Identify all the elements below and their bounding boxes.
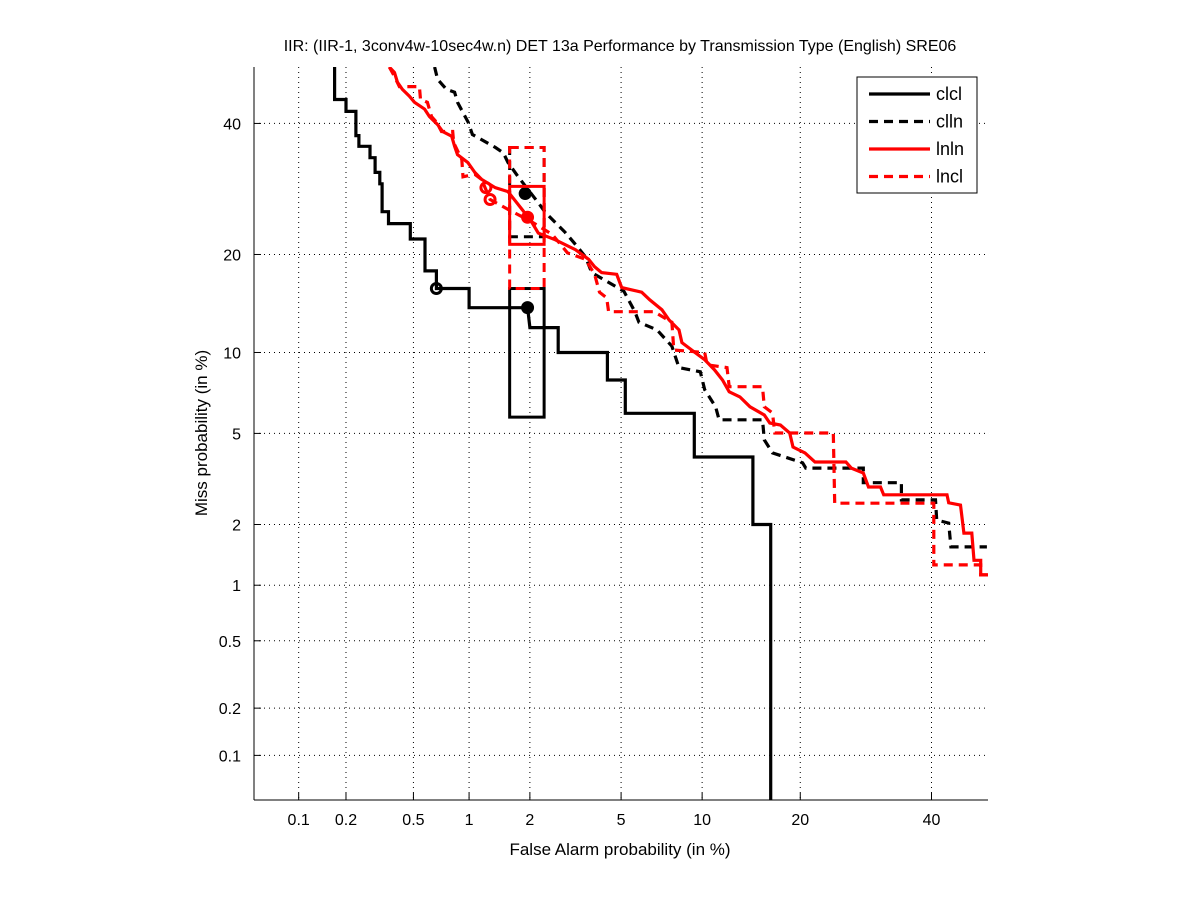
legend-label-clln: clln	[936, 112, 963, 132]
x-axis-label: False Alarm probability (in %)	[509, 840, 730, 859]
marker-clln	[518, 187, 532, 201]
series-line-lncl	[387, 67, 988, 577]
y-tick-label: 0.1	[219, 748, 241, 765]
x-tick-label: 0.1	[288, 812, 310, 829]
y-tick-label: 40	[223, 116, 241, 133]
chart-title: IIR: (IIR-1, 3conv4w-10sec4w.n) DET 13a …	[284, 38, 957, 55]
series-line-clcl	[333, 67, 773, 800]
x-tick-label: 40	[923, 812, 941, 829]
series-line-clln	[433, 67, 987, 549]
marker-lncl	[483, 192, 497, 206]
series-group	[333, 67, 988, 800]
y-tick-label: 10	[223, 345, 241, 362]
legend: clcl clln lnln lncl	[856, 76, 978, 194]
legend-label-lncl: lncl	[936, 167, 963, 187]
y-tick-label: 0.2	[219, 701, 241, 718]
x-tick-label: 0.2	[335, 812, 357, 829]
x-tick-label: 1	[465, 812, 474, 829]
y-tick-label: 0.5	[219, 634, 241, 651]
y-tick-label: 2	[232, 517, 241, 534]
marker-clcl	[429, 282, 443, 296]
x-tick-label: 20	[791, 812, 809, 829]
x-tick-label: 0.5	[402, 812, 424, 829]
marker-clcl	[521, 301, 535, 315]
y-tick-label: 20	[223, 247, 241, 264]
confidence-box-lnln	[508, 184, 546, 246]
confidence-box-clcl	[508, 287, 546, 419]
legend-box	[856, 76, 978, 194]
legend-label-lnln: lnln	[936, 139, 964, 159]
series-line-lnln	[388, 67, 988, 577]
confidence-box-lncl	[508, 145, 546, 291]
y-tick-label: 1	[232, 578, 241, 595]
y-tick-label: 5	[232, 426, 241, 443]
grid	[254, 67, 988, 800]
y-axis-label: Miss probability (in %)	[192, 350, 211, 516]
x-tick-label: 2	[525, 812, 534, 829]
plot-area	[333, 67, 988, 800]
legend-label-clcl: clcl	[936, 84, 962, 104]
axes: 0.1 0.2 0.5 1 2 5 10 20 40 0.1 0.2 0.5 1 2 5 10 20 40	[219, 67, 988, 829]
x-tick-label: 5	[617, 812, 626, 829]
x-tick-label: 10	[693, 812, 711, 829]
